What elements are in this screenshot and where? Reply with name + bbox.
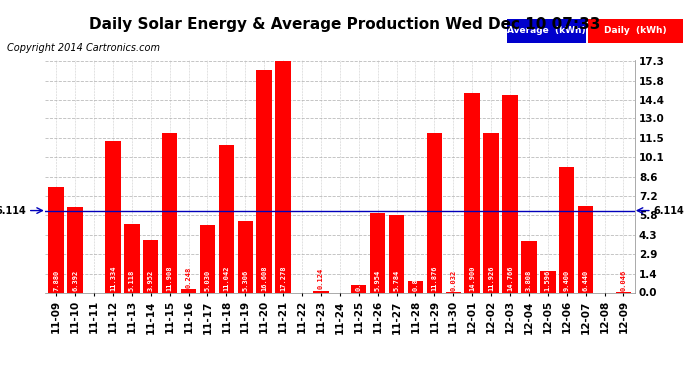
Bar	[483, 133, 499, 292]
Text: 7.880: 7.880	[53, 270, 59, 291]
Text: Daily  (kWh): Daily (kWh)	[604, 26, 667, 36]
Bar	[48, 187, 64, 292]
Text: 6.114: 6.114	[0, 206, 26, 216]
Bar	[426, 134, 442, 292]
Bar	[540, 271, 555, 292]
Text: 0.124: 0.124	[318, 268, 324, 290]
Text: 11.334: 11.334	[110, 266, 116, 291]
Bar	[162, 133, 177, 292]
Text: Daily Solar Energy & Average Production Wed Dec 10 07:33: Daily Solar Energy & Average Production …	[89, 17, 601, 32]
Text: 5.954: 5.954	[375, 270, 381, 291]
Text: 5.306: 5.306	[242, 270, 248, 291]
Text: 6.114: 6.114	[653, 206, 684, 216]
Bar	[464, 93, 480, 292]
Text: 6.440: 6.440	[582, 270, 589, 291]
Text: 9.400: 9.400	[564, 270, 570, 291]
Bar	[124, 224, 139, 292]
Text: 6.392: 6.392	[72, 270, 78, 291]
Text: Copyright 2014 Cartronics.com: Copyright 2014 Cartronics.com	[7, 43, 160, 53]
Bar	[521, 242, 537, 292]
Text: 0.248: 0.248	[186, 267, 192, 288]
Text: 11.876: 11.876	[431, 266, 437, 291]
Bar	[408, 280, 423, 292]
Bar	[351, 285, 366, 292]
Text: 3.952: 3.952	[148, 270, 154, 291]
Text: 14.900: 14.900	[469, 266, 475, 291]
Text: 0.882: 0.882	[413, 270, 418, 291]
Text: 17.278: 17.278	[280, 266, 286, 291]
Bar	[388, 215, 404, 292]
Text: 0.544: 0.544	[356, 270, 362, 291]
Text: 1.596: 1.596	[545, 270, 551, 291]
Bar	[143, 240, 159, 292]
Bar	[578, 206, 593, 292]
Text: 5.118: 5.118	[129, 270, 135, 291]
Bar	[502, 94, 518, 292]
Bar	[237, 221, 253, 292]
Text: 16.608: 16.608	[262, 266, 267, 291]
Text: Average  (kWh): Average (kWh)	[507, 26, 586, 36]
Bar	[313, 291, 328, 292]
Bar	[559, 166, 575, 292]
Bar	[257, 70, 272, 292]
Text: 11.042: 11.042	[224, 266, 229, 291]
Text: 3.808: 3.808	[526, 270, 532, 291]
Bar	[68, 207, 83, 292]
Bar	[275, 61, 291, 292]
Text: 0.046: 0.046	[620, 269, 627, 291]
Text: 14.766: 14.766	[507, 266, 513, 291]
Bar	[181, 289, 197, 292]
Text: 5.030: 5.030	[204, 270, 210, 291]
Text: 11.926: 11.926	[488, 266, 494, 291]
Text: 11.908: 11.908	[167, 266, 172, 291]
Text: 0.032: 0.032	[451, 270, 456, 291]
Text: 5.784: 5.784	[393, 270, 400, 291]
Bar	[370, 213, 386, 292]
Bar	[199, 225, 215, 292]
Bar	[105, 141, 121, 292]
Bar	[219, 144, 234, 292]
